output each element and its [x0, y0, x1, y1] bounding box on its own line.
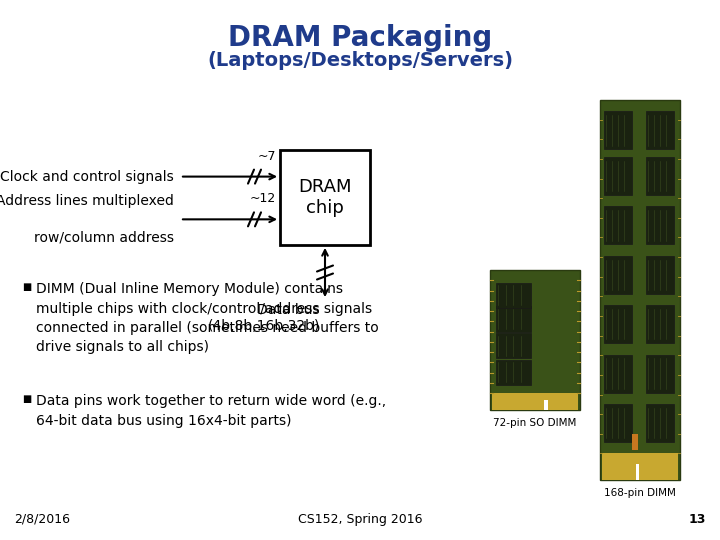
- Bar: [647, 256, 675, 294]
- Text: (Laptops/Desktops/Servers): (Laptops/Desktops/Servers): [207, 51, 513, 70]
- Bar: [636, 464, 639, 480]
- Text: Data bus
(4b,8b,16b,32b): Data bus (4b,8b,16b,32b): [207, 303, 320, 333]
- Bar: [647, 111, 675, 150]
- Bar: [604, 355, 632, 393]
- Bar: [632, 434, 639, 450]
- Text: Clock and control signals: Clock and control signals: [0, 170, 174, 184]
- Text: 13: 13: [688, 513, 706, 526]
- Bar: [496, 333, 531, 358]
- Text: 168-pin DIMM: 168-pin DIMM: [604, 488, 676, 498]
- Text: Data pins work together to return wide word (e.g.,
64-bit data bus using 16x4-bi: Data pins work together to return wide w…: [36, 394, 386, 428]
- Bar: [647, 305, 675, 343]
- Bar: [492, 393, 578, 410]
- Bar: [496, 282, 531, 308]
- Text: 72-pin SO DIMM: 72-pin SO DIMM: [493, 418, 577, 428]
- Text: row/column address: row/column address: [34, 231, 174, 244]
- Bar: [496, 360, 531, 385]
- Bar: [604, 157, 632, 195]
- Text: DRAM
chip: DRAM chip: [298, 178, 352, 217]
- Bar: [604, 111, 632, 150]
- Bar: [604, 305, 632, 343]
- Text: DIMM (Dual Inline Memory Module) contains
multiple chips with clock/control/addr: DIMM (Dual Inline Memory Module) contain…: [36, 282, 379, 354]
- Bar: [496, 306, 531, 332]
- Text: ■: ■: [22, 282, 31, 292]
- Bar: [544, 400, 548, 410]
- Bar: [604, 206, 632, 245]
- Bar: [602, 454, 678, 480]
- Bar: [600, 100, 680, 480]
- Bar: [647, 355, 675, 393]
- Text: ~12: ~12: [250, 192, 276, 205]
- Bar: [490, 270, 580, 410]
- Bar: [647, 206, 675, 245]
- Bar: [647, 157, 675, 195]
- Text: DRAM Packaging: DRAM Packaging: [228, 24, 492, 52]
- Bar: [604, 256, 632, 294]
- Bar: [280, 150, 370, 245]
- Text: ■: ■: [22, 394, 31, 404]
- Bar: [647, 404, 675, 442]
- Text: ~7: ~7: [258, 150, 276, 163]
- Text: CS152, Spring 2016: CS152, Spring 2016: [298, 513, 422, 526]
- Text: 2/8/2016: 2/8/2016: [14, 513, 70, 526]
- Bar: [604, 404, 632, 442]
- Text: Address lines multiplexed: Address lines multiplexed: [0, 194, 174, 208]
